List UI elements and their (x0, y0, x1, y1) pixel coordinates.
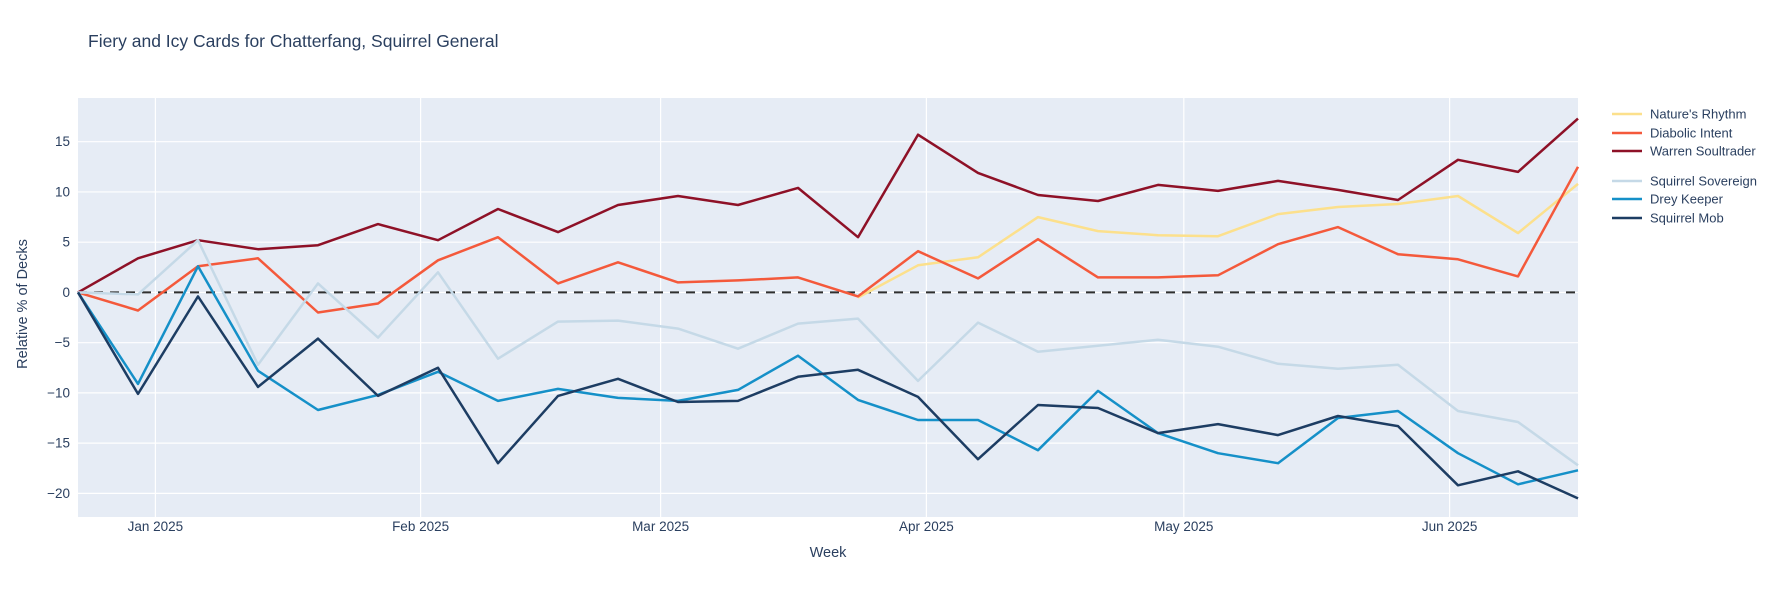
y-tick-label: 5 (62, 235, 70, 250)
y-tick-label: 15 (55, 134, 70, 149)
legend-item-squirrel-sovereign[interactable]: Squirrel Sovereign (1612, 174, 1757, 189)
y-tick-label: −10 (47, 385, 70, 400)
legend: Nature's Rhythm Diabolic Intent Warren Sou… (1612, 107, 1757, 226)
y-axis-title: Relative % of Decks (15, 239, 31, 369)
y-tick-label: 10 (55, 184, 70, 199)
y-tick-label: −20 (47, 486, 70, 501)
series-line-squirrel-mob[interactable] (76, 291, 1579, 500)
plot-area[interactable] (78, 98, 1578, 517)
legend-item-drey-keeper[interactable]: Drey Keeper (1612, 192, 1724, 207)
legend-label: Squirrel Sovereign (1650, 174, 1757, 189)
legend-label: Warren Soultrader (1650, 144, 1756, 159)
x-tick-label: Apr 2025 (899, 519, 954, 534)
legend-label: Drey Keeper (1650, 192, 1724, 207)
x-tick-label: May 2025 (1154, 519, 1213, 534)
legend-label: Nature's Rhythm (1650, 107, 1746, 122)
series-line-diabolic-intent[interactable] (77, 166, 1580, 314)
legend-item-warren-soultrader[interactable]: Warren Soultrader (1612, 144, 1756, 159)
legend-label: Diabolic Intent (1650, 126, 1733, 141)
chart-title: Fiery and Icy Cards for Chatterfang, Squ… (88, 31, 498, 51)
series-line-squirrel-sovereign[interactable] (77, 238, 1579, 467)
series-line-warren-soultrader[interactable] (77, 117, 1579, 294)
legend-item-diabolic-intent[interactable]: Diabolic Intent (1612, 126, 1733, 141)
x-axis-title: Week (810, 545, 848, 561)
legend-item-nature-s-rhythm[interactable]: Nature's Rhythm (1612, 107, 1746, 122)
plot-layer: 15 10 5 0 −5 −10 −15 −20 Jan 2025 Feb 2025 Mar 202… (47, 98, 1580, 534)
y-tick-label: −15 (47, 436, 70, 451)
y-tick-label: −5 (55, 335, 70, 350)
series-line-nature-s-rhythm[interactable] (857, 182, 1579, 299)
x-tick-label: Mar 2025 (632, 519, 689, 534)
legend-item-squirrel-mob[interactable]: Squirrel Mob (1612, 211, 1724, 226)
x-tick-label: Jan 2025 (128, 519, 184, 534)
x-tick-label: Feb 2025 (392, 519, 449, 534)
x-tick-label: Jun 2025 (1422, 519, 1478, 534)
y-tick-label: 0 (62, 285, 70, 300)
series-line-drey-keeper[interactable] (76, 265, 1579, 486)
legend-label: Squirrel Mob (1650, 211, 1724, 226)
